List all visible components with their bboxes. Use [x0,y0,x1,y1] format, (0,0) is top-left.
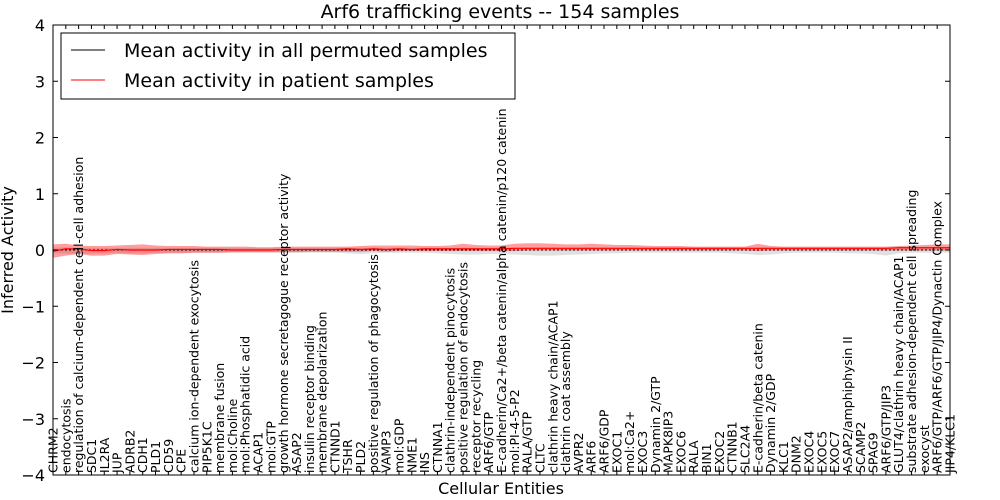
category-label: EXOC3 [635,431,650,473]
category-label: CHRM2 [46,427,61,473]
category-label: exocyst [917,425,932,473]
category-label: ARF6/GDP [597,409,612,473]
category-label: EXOC1 [609,431,624,473]
category-label: mol:GDP [391,418,406,473]
category-label: RALA [686,440,701,473]
category-label: SDC1 [84,439,99,473]
category-label: CD59 [161,439,176,473]
y-tick-label: 4 [35,16,45,35]
category-label: CTNNA1 [430,421,445,473]
category-label: ARF6/GTP/JIP3 [878,385,893,473]
category-label: CTNNB1 [725,421,740,473]
category-label: mol:PI-4-5-P2 [507,389,522,473]
x-axis-ticks [52,25,951,475]
category-label: substrate adhesion-dependent cell spread… [904,190,919,473]
category-label: Dynamin 2/GDP [763,373,778,473]
category-label: CTNND1 [327,420,342,473]
category-label: growth hormone secretagogue receptor act… [276,173,291,473]
category-label: ARF6/GTP [481,412,496,473]
category-label: membrane depolarization [315,312,330,473]
category-label: JUP [110,452,125,474]
category-label: membrane fusion [212,363,227,473]
x-axis-title: Cellular Entities [438,479,564,498]
y-tick-label: −4 [21,466,45,485]
category-label: PLD2 [353,441,368,473]
category-label: mol:GTP [263,421,278,473]
category-label: positive regulation of endocytosis [456,262,471,473]
line-patient [52,247,950,252]
category-label: CLTC [532,443,547,473]
category-label: IL2RA [97,437,112,473]
category-label: E-cadherin/beta catenin [750,323,765,473]
category-label: positive regulation of phagocytosis [366,254,381,473]
category-label: KLC1 [776,441,791,473]
category-label: ADRB2 [122,430,137,473]
legend-label-permuted: Mean activity in all permuted samples [124,40,487,62]
category-label: AVPR2 [571,433,586,473]
category-label: MAPK8IP3 [661,411,676,473]
category-label: calcium ion-dependent exocytosis [186,260,201,473]
y-tick-label: 2 [35,129,45,148]
category-label: NME1 [404,437,419,473]
category-label: INS [417,452,432,473]
category-label: DNM2 [789,435,804,473]
category-label: EXOC2 [712,431,727,473]
category-label: ACAP1 [251,432,266,473]
category-label: ASAP2 [289,432,304,473]
category-label: ASAP2/amphiphysin II [840,336,855,473]
legend-label-patient: Mean activity in patient samples [124,70,434,92]
y-tick-label: −1 [21,297,45,316]
category-label: mol:Ca2+ [622,411,637,473]
category-label: EXOC7 [827,431,842,473]
chart-title: Arf6 trafficking events -- 154 samples [321,1,680,23]
category-label: EXOC5 [814,431,829,473]
category-label: JIP4/KLC1 [943,414,958,474]
category-label: insulin receptor binding [302,325,317,473]
y-tick-label: −3 [21,410,45,429]
category-label: EXOC6 [673,431,688,473]
series-lines [52,247,950,252]
category-label: PLD1 [148,441,163,473]
category-label: clathrin coat assembly [558,331,573,473]
category-label: CDH1 [135,437,150,473]
y-axis: −4 −3 −2 −1 0 1 2 3 4 [21,16,950,485]
category-label: RALA/GTP [520,411,535,473]
category-label: BIN1 [699,443,714,473]
category-label: TSHR [340,439,355,474]
y-tick-label: 3 [35,72,45,91]
category-label: EXOC4 [802,431,817,473]
category-label: Dynamin 2/GTP [648,376,663,473]
category-label: SCAMP2 [853,422,868,474]
category-label: VAMP3 [379,430,394,473]
category-label: mol:Phosphatidic acid [238,336,253,473]
category-label: GLUT4/clathrin heavy chain/ACAP1 [891,255,906,473]
legend-box [60,32,516,100]
y-axis-title: Inferred Activity [0,186,17,314]
category-label: ARF6/GTP/ARF6/GTP/JIP4/Dynactin Complex [930,201,945,473]
y-tick-label: −2 [21,354,45,373]
category-label: regulation of calcium-dependent cell-cel… [71,157,86,473]
y-tick-label: 1 [35,185,45,204]
band-patient [53,243,950,258]
category-label: PIP5K1C [199,421,214,473]
category-label: CPE [174,449,189,473]
category-label: clathrin heavy chain/ACAP1 [545,300,560,473]
category-label: receptor recycling [468,360,483,473]
category-label: ARF6 [584,441,599,473]
category-label: clathrin-independent pinocytosis [443,268,458,473]
category-label: SLC2A4 [737,425,752,473]
category-label: endocytosis [58,398,73,473]
category-label: mol:Choline [225,398,240,473]
y-tick-label: 0 [35,241,45,260]
legend: Mean activity in all permuted samples Me… [60,32,516,100]
category-label: E-cadherin/Ca2+/beta catenin/alpha caten… [494,108,509,473]
category-label: SPAG9 [866,432,881,473]
